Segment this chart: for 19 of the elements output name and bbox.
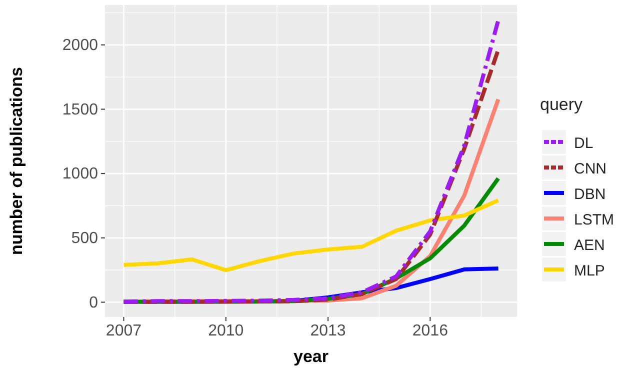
- y-tick-label: 1500: [62, 101, 98, 118]
- x-tick-label: 2016: [412, 322, 448, 340]
- y-tick-label: 500: [71, 230, 98, 247]
- line-series: [122, 198, 500, 272]
- x-tick-label: 2007: [106, 322, 142, 340]
- x-axis-title: year: [294, 347, 329, 366]
- legend-label: LSTM: [574, 212, 614, 228]
- x-tick-label: 2013: [310, 322, 346, 340]
- legend-title: query: [540, 95, 584, 114]
- legend-label: AEN: [574, 237, 605, 254]
- y-axis-title: number of publications: [7, 67, 26, 255]
- y-tick-label: 1000: [62, 166, 98, 183]
- x-tick-label: 2010: [208, 322, 244, 340]
- legend-label: MLP: [574, 262, 605, 280]
- legend-label: DBN: [574, 186, 606, 203]
- legend-label: DL: [574, 135, 594, 152]
- legend-label: CNN: [574, 160, 606, 178]
- y-tick-label: 0: [89, 294, 98, 312]
- y-tick-label: 2000: [62, 37, 98, 54]
